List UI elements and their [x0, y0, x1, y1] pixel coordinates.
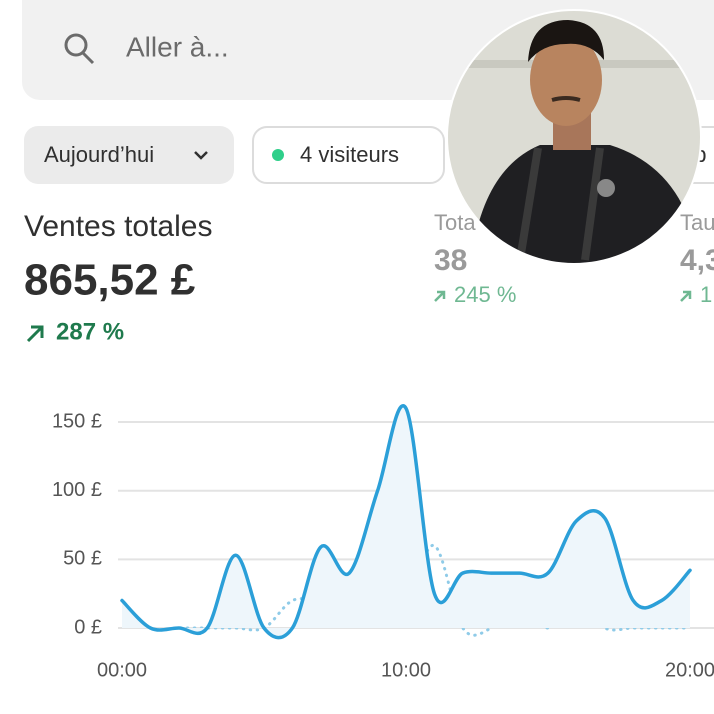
y-tick-label: 50 £ [63, 548, 102, 570]
up-arrow [26, 325, 44, 343]
live-dot [272, 149, 284, 161]
y-tick-label: 100 £ [52, 479, 102, 501]
metric-label: Tau [680, 210, 714, 235]
up-arrow [680, 290, 692, 302]
avatar [447, 10, 701, 264]
search-placeholder: Aller à... [126, 31, 229, 62]
line [120, 404, 692, 640]
x-tick-label: 10:00 [381, 659, 431, 681]
metric-value: 38 [434, 244, 467, 277]
chevron [194, 151, 208, 160]
visitors-label: 4 visiteurs [300, 142, 399, 167]
y-tick-label: 0 £ [74, 616, 102, 638]
up-arrow [434, 290, 446, 302]
metric-value: 4,3 [680, 244, 714, 277]
metric-change: 287 % [56, 318, 124, 345]
sales-chart: 0 £ 50 £ 100 £ 150 £ 00:00 10:00 20:00 [52, 404, 714, 681]
x-tick-label: 00:00 [97, 659, 147, 681]
y-tick-label: 150 £ [52, 410, 102, 432]
visitors-button[interactable] [252, 126, 445, 184]
metric-change: 1 [700, 282, 712, 307]
date-filter-label: Aujourd’hui [44, 142, 154, 167]
metric-value: 865,52 £ [24, 256, 196, 305]
metric-label: Ventes totales [24, 210, 212, 243]
area [122, 405, 690, 638]
metric-change: 245 % [454, 282, 516, 307]
x-tick-label: 20:00 [665, 659, 714, 681]
avatar-border [446, 9, 702, 265]
search-icon [64, 33, 95, 65]
metric-label: Tota [434, 210, 476, 235]
date-filter[interactable] [24, 126, 234, 184]
